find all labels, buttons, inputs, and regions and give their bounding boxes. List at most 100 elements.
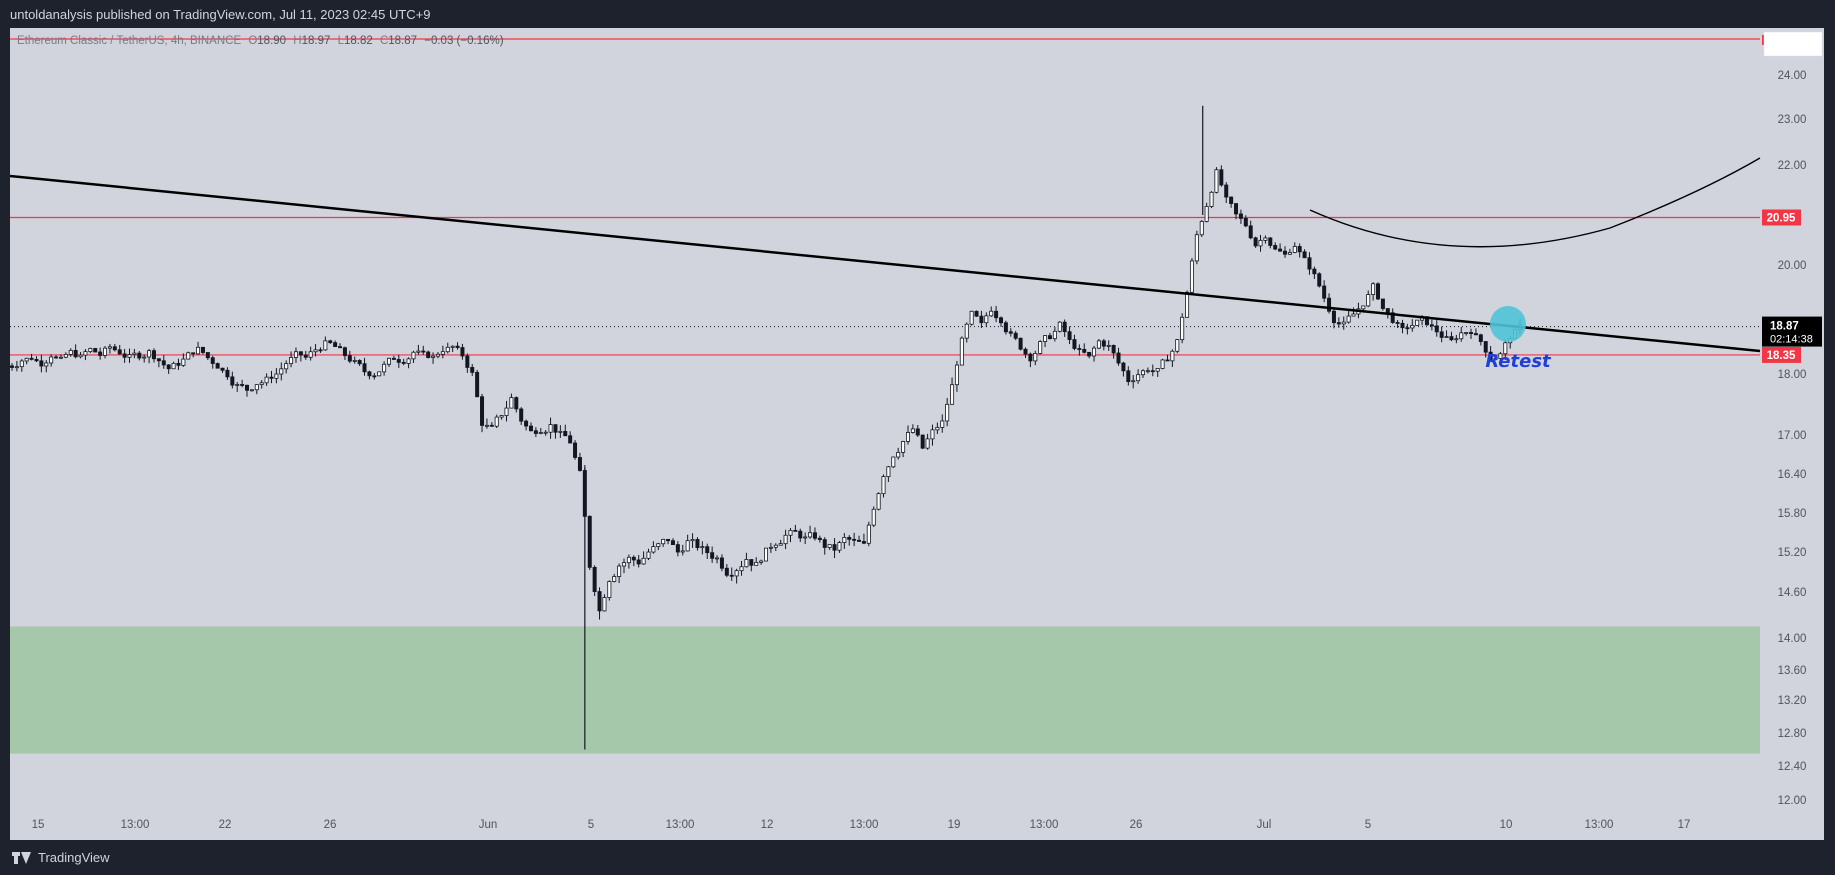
price-axis-strip bbox=[1760, 28, 1824, 840]
candle-body bbox=[455, 345, 460, 348]
candle-body bbox=[685, 540, 690, 552]
candle-body bbox=[122, 353, 127, 358]
candle-body bbox=[690, 539, 695, 542]
candle-body bbox=[14, 366, 19, 369]
candle-body bbox=[147, 350, 152, 358]
candle-body bbox=[161, 360, 166, 366]
candle-body bbox=[372, 375, 377, 378]
candle-body bbox=[1175, 339, 1180, 352]
candle-body bbox=[181, 358, 186, 366]
candle-body bbox=[641, 557, 646, 565]
price-tick-label: 23.00 bbox=[1778, 114, 1807, 126]
candle-body bbox=[63, 353, 68, 358]
candle-body bbox=[592, 566, 597, 592]
candle-body bbox=[1131, 380, 1136, 383]
candle-body bbox=[10, 365, 14, 368]
time-tick-label: 13:00 bbox=[1030, 819, 1059, 831]
candle-body bbox=[1503, 342, 1508, 355]
candle-body bbox=[798, 530, 803, 539]
top-line-label-box bbox=[1763, 31, 1823, 57]
candle-body bbox=[881, 476, 886, 495]
candle-body bbox=[930, 429, 935, 440]
price-tick-label: 22.00 bbox=[1778, 160, 1807, 172]
candle-body bbox=[230, 376, 235, 386]
resistance-price-label-1: 18.35 bbox=[1767, 350, 1796, 362]
time-tick-label: 13:00 bbox=[666, 819, 695, 831]
time-tick-label: 13:00 bbox=[121, 819, 150, 831]
time-tick-label: Jul bbox=[1257, 819, 1272, 831]
candle-body bbox=[367, 371, 372, 377]
footer-bar: TradingView bbox=[0, 840, 1835, 875]
symbol-name[interactable]: Ethereum Classic / TetherUS, 4h, BINANCE bbox=[17, 35, 242, 47]
candle-body bbox=[470, 367, 475, 373]
candle-body bbox=[240, 384, 245, 386]
candle-body bbox=[808, 532, 813, 538]
candle-body bbox=[73, 350, 78, 358]
tradingview-brand[interactable]: TradingView bbox=[12, 850, 110, 865]
candle-body bbox=[764, 547, 769, 562]
candle-body bbox=[543, 431, 548, 434]
candle-body bbox=[788, 529, 793, 536]
candle-body bbox=[484, 424, 489, 427]
candle-body bbox=[1498, 353, 1503, 359]
candle-body bbox=[1385, 308, 1390, 314]
candle-body bbox=[1282, 250, 1287, 255]
candle-body bbox=[245, 384, 250, 391]
candle-body bbox=[793, 529, 798, 532]
candle-body bbox=[1018, 337, 1023, 350]
candle-body bbox=[812, 532, 817, 539]
candle-body bbox=[1322, 285, 1327, 299]
candle-body bbox=[705, 546, 710, 554]
candle-body bbox=[54, 356, 59, 359]
candle-body bbox=[827, 544, 832, 548]
candle-body bbox=[494, 416, 499, 427]
candle-body bbox=[426, 351, 431, 358]
candle-body bbox=[279, 368, 284, 375]
candle-body bbox=[1219, 169, 1224, 186]
candle-body bbox=[1003, 322, 1008, 333]
chart-area[interactable]: Retest 12.00 12.40 12.80 13.20 13.60 14.00 14.6… bbox=[10, 28, 1824, 840]
candle-body bbox=[78, 354, 83, 358]
symbol-legend[interactable]: Ethereum Classic / TetherUS, 4h, BINANCE… bbox=[17, 35, 504, 47]
candle-body bbox=[646, 551, 651, 559]
candle-body bbox=[342, 347, 347, 357]
candle-body bbox=[1238, 213, 1243, 219]
candle-body bbox=[1331, 310, 1336, 324]
ohlc-high: 18.97 bbox=[301, 35, 331, 47]
candle-body bbox=[842, 537, 847, 543]
candle-body bbox=[1072, 339, 1077, 349]
time-tick-label: 19 bbox=[948, 819, 961, 831]
candle-body bbox=[352, 360, 357, 362]
candle-body bbox=[1273, 245, 1278, 250]
candle-body bbox=[1459, 332, 1464, 340]
candle-body bbox=[680, 550, 685, 553]
descending-trendline bbox=[10, 174, 1761, 353]
candle-body bbox=[1047, 335, 1052, 340]
candle-body bbox=[480, 396, 485, 426]
price-tick-label: 13.60 bbox=[1778, 665, 1807, 677]
candle-body bbox=[1087, 351, 1092, 357]
candle-body bbox=[994, 310, 999, 319]
ohlc-open-label: O bbox=[248, 35, 258, 47]
candlestick-chart[interactable]: Retest 12.00 12.40 12.80 13.20 13.60 14.00 14.6… bbox=[10, 28, 1824, 840]
candle-body bbox=[1141, 370, 1146, 376]
candle-body bbox=[1111, 344, 1116, 354]
candle-body bbox=[318, 349, 323, 352]
candle-body bbox=[156, 358, 161, 362]
candle-body bbox=[754, 561, 759, 566]
candle-body bbox=[1395, 322, 1400, 324]
candle-body bbox=[127, 354, 132, 358]
candle-body bbox=[1464, 332, 1469, 334]
price-tick-label: 24.00 bbox=[1778, 70, 1807, 82]
candle-body bbox=[1429, 324, 1434, 327]
candle-body bbox=[548, 424, 553, 433]
candle-body bbox=[563, 430, 568, 437]
candle-body bbox=[382, 363, 387, 373]
candle-body bbox=[1057, 321, 1062, 332]
candle-body bbox=[778, 543, 783, 546]
candle-body bbox=[959, 337, 964, 366]
candle-body bbox=[871, 508, 876, 526]
candle-body bbox=[886, 466, 891, 477]
candle-body bbox=[852, 538, 857, 541]
candle-body bbox=[137, 352, 142, 359]
